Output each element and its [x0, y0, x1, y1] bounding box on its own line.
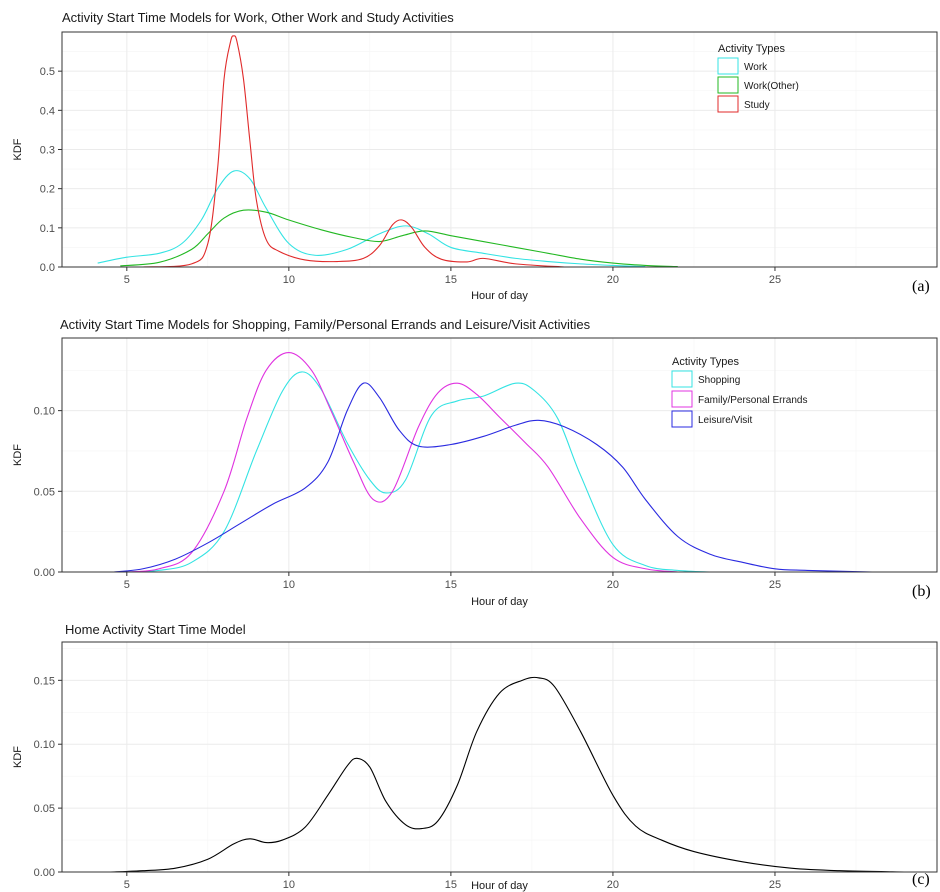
- y-tick-label: 0.2: [40, 184, 55, 196]
- series-line-work: [97, 170, 646, 268]
- legend: Activity Types Work Work(Other) Study: [717, 43, 799, 113]
- legend-key: [671, 390, 693, 408]
- x-tick-label: 10: [283, 879, 295, 891]
- x-tick-label: 15: [445, 274, 457, 286]
- x-axis-label: Hour of day: [471, 290, 528, 302]
- series-line-leisure-visit: [113, 382, 873, 573]
- y-axis-label: KDF: [12, 746, 24, 768]
- series-line-study: [142, 35, 565, 268]
- x-tick-label: 5: [124, 879, 130, 891]
- panel-tag: (c): [912, 871, 930, 888]
- legend-title: Activity Types: [672, 356, 740, 368]
- x-tick-label: 5: [124, 579, 130, 591]
- chart-panel-3: Home Activity Start Time Model 5 10 15 20 25 0…: [12, 622, 938, 892]
- x-axis-label: Hour of day: [471, 596, 528, 608]
- series-line-home: [110, 676, 905, 873]
- x-tick-label: 25: [769, 579, 781, 591]
- chart-title: Activity Start Time Models for Shopping,…: [60, 317, 591, 332]
- panel-tag: (a): [912, 278, 930, 295]
- y-tick-label: 0.10: [34, 406, 55, 418]
- x-tick-label: 15: [445, 879, 457, 891]
- y-axis-label: KDF: [12, 138, 24, 160]
- y-tick-label: 0.00: [34, 567, 55, 579]
- series-line-shopping: [126, 371, 711, 573]
- y-tick-label: 0.0: [40, 262, 55, 274]
- y-tick-label: 0.1: [40, 223, 55, 235]
- x-tick-label: 5: [124, 274, 130, 286]
- y-tick-label: 0.15: [34, 675, 55, 687]
- y-axis-label: KDF: [12, 444, 24, 466]
- y-tick-label: 0.00: [34, 867, 55, 879]
- legend-label: Work(Other): [744, 81, 799, 92]
- legend-label: Family/Personal Errands: [698, 395, 807, 406]
- x-tick-label: 15: [445, 579, 457, 591]
- legend: Activity Types Shopping Family/Personal Er…: [671, 356, 807, 428]
- legend-key: [717, 95, 739, 113]
- chart-title: Home Activity Start Time Model: [65, 622, 246, 637]
- y-tick-label: 0.3: [40, 145, 55, 157]
- plot-frame: [61, 641, 938, 873]
- x-tick-label: 25: [769, 274, 781, 286]
- legend-title: Activity Types: [718, 43, 786, 55]
- x-tick-label: 10: [283, 579, 295, 591]
- chart-panel-1: Activity Start Time Models for Work, Oth…: [12, 10, 938, 302]
- series-line-family-personal-errands: [126, 351, 678, 573]
- legend-label: Work: [744, 62, 768, 73]
- legend-key: [671, 370, 693, 388]
- x-tick-label: 20: [607, 879, 619, 891]
- y-tick-label: 0.05: [34, 803, 55, 815]
- legend-label: Study: [744, 100, 770, 111]
- plot-frame: [61, 337, 938, 573]
- grid: [62, 338, 937, 573]
- panel-tag: (b): [912, 583, 931, 600]
- legend-label: Shopping: [698, 375, 740, 386]
- x-axis-label: Hour of day: [471, 880, 528, 892]
- legend-key: [717, 57, 739, 75]
- legend-key: [671, 410, 693, 428]
- x-tick-label: 10: [283, 274, 295, 286]
- chart-title: Activity Start Time Models for Work, Oth…: [62, 10, 454, 25]
- y-tick-label: 0.5: [40, 66, 55, 78]
- grid: [62, 642, 937, 873]
- series-line-work-other-: [120, 209, 678, 268]
- y-tick-label: 0.10: [34, 739, 55, 751]
- legend-key: [717, 76, 739, 94]
- legend-label: Leisure/Visit: [698, 415, 753, 426]
- x-tick-label: 20: [607, 579, 619, 591]
- chart-panel-2: Activity Start Time Models for Shopping,…: [12, 317, 938, 608]
- x-tick-label: 20: [607, 274, 619, 286]
- x-tick-label: 25: [769, 879, 781, 891]
- y-tick-label: 0.4: [40, 105, 55, 117]
- y-tick-label: 0.05: [34, 486, 55, 498]
